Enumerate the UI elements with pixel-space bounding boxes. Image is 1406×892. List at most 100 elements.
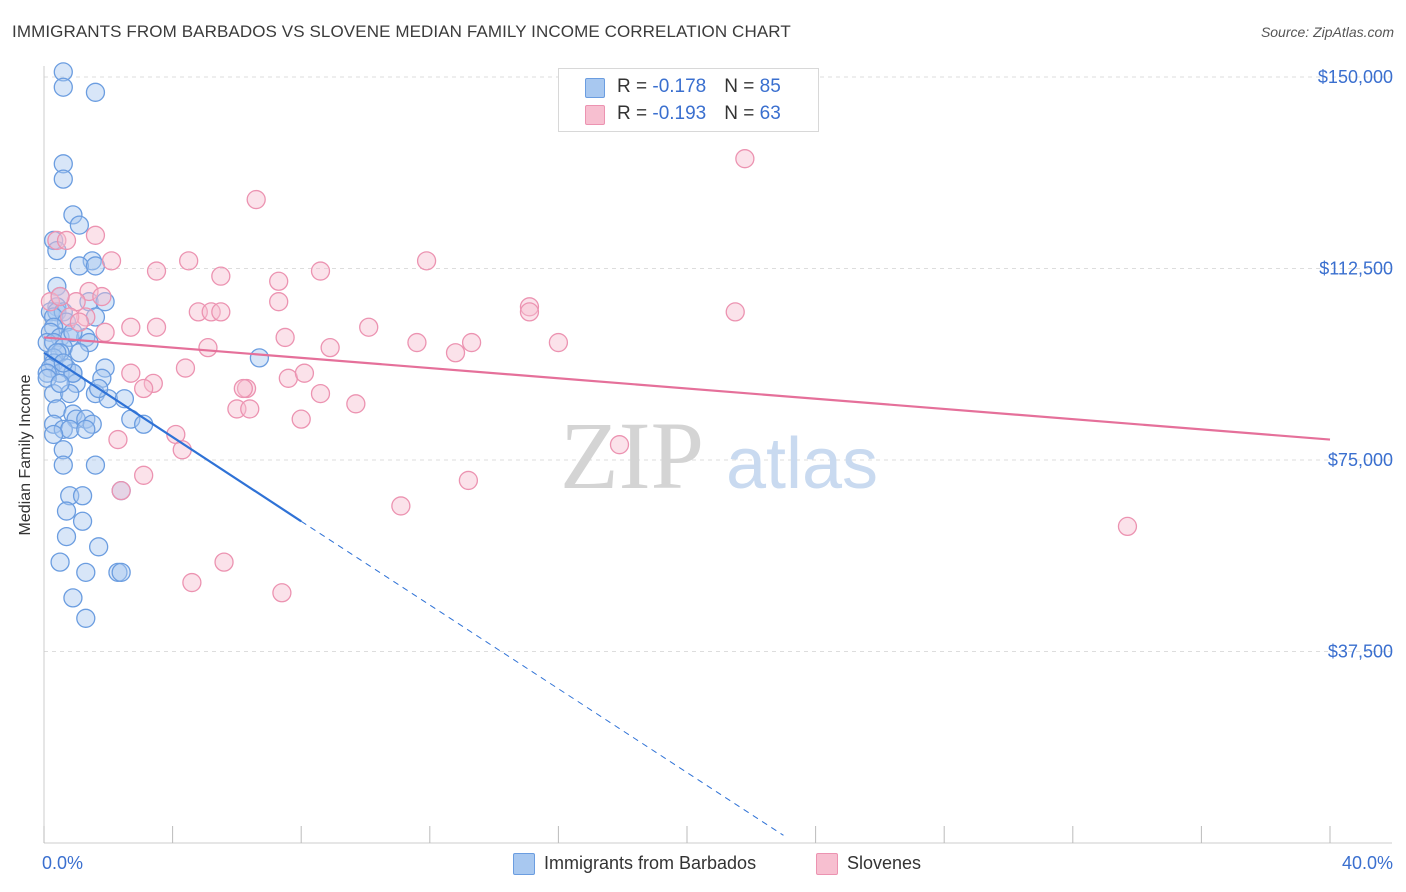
- watermark-atlas: atlas: [726, 424, 878, 504]
- n-value: 63: [759, 103, 781, 124]
- n-label: N =: [724, 103, 760, 124]
- point-slovenes: [519, 297, 540, 317]
- point-barbados: [82, 414, 102, 434]
- point-slovenes: [146, 261, 167, 281]
- point-barbados: [69, 256, 90, 276]
- point-slovenes: [134, 378, 154, 399]
- point-slovenes: [310, 383, 331, 404]
- point-slovenes: [407, 332, 427, 353]
- point-barbados: [47, 240, 67, 261]
- grid-lines: [44, 76, 1392, 652]
- point-slovenes: [211, 302, 231, 322]
- point-slovenes: [278, 368, 298, 388]
- point-slovenes: [609, 435, 630, 455]
- y-tick-label: $112,500: [1319, 259, 1393, 279]
- point-barbados: [76, 608, 96, 628]
- point-barbados: [56, 501, 77, 521]
- legend-label-barbados: Immigrants from Barbados: [544, 853, 757, 873]
- point-barbados: [72, 511, 93, 531]
- point-slovenes: [92, 286, 112, 307]
- point-barbados: [53, 169, 73, 189]
- trend-lines: [43, 336, 1331, 836]
- point-barbados: [76, 409, 96, 429]
- point-barbados: [63, 205, 83, 225]
- point-barbados: [249, 348, 270, 368]
- point-slovenes: [85, 225, 106, 245]
- point-slovenes: [146, 317, 167, 337]
- point-slovenes: [548, 332, 569, 353]
- point-slovenes: [320, 338, 340, 358]
- point-slovenes: [134, 465, 154, 485]
- point-barbados: [53, 154, 73, 174]
- swatch-slovenes: [585, 105, 605, 125]
- r-value: -0.178: [652, 76, 707, 97]
- point-slovenes: [310, 261, 331, 281]
- point-slovenes: [458, 470, 479, 491]
- trend-line-barbados: [43, 351, 302, 523]
- stats-legend: R = -0.178 N = 85 R = -0.193 N = 63: [558, 68, 819, 132]
- source-label: Source: ZipAtlas.com: [1260, 24, 1394, 40]
- point-barbados: [50, 552, 70, 572]
- point-slovenes: [211, 266, 231, 286]
- point-slovenes: [121, 317, 141, 337]
- point-slovenes: [291, 409, 311, 429]
- trend-line-barbados-extrapolated: [300, 520, 784, 836]
- tick-labels: $37,500 $75,000 $112,500 $150,000 0.0% 40.0%: [42, 67, 1393, 873]
- point-barbados: [53, 419, 73, 440]
- point-barbados: [76, 562, 96, 582]
- point-slovenes: [416, 251, 437, 271]
- point-slovenes: [725, 302, 745, 322]
- point-barbados: [98, 389, 118, 409]
- y-tick-label: $150,000: [1318, 67, 1393, 87]
- point-slovenes: [69, 312, 90, 332]
- point-slovenes: [101, 251, 122, 271]
- point-slovenes: [272, 583, 292, 603]
- trend-line-slovenes: [43, 336, 1331, 441]
- point-slovenes: [269, 292, 289, 312]
- chart-title: IMMIGRANTS FROM BARBADOS VS SLOVENE MEDI…: [12, 22, 791, 41]
- point-slovenes: [108, 429, 128, 450]
- point-slovenes: [246, 189, 266, 210]
- point-barbados: [85, 82, 106, 102]
- point-barbados: [43, 383, 64, 404]
- point-barbados: [63, 322, 83, 342]
- point-barbados: [69, 215, 90, 235]
- point-barbados: [76, 419, 96, 440]
- swatch-barbados: [585, 78, 605, 98]
- point-barbados: [72, 486, 93, 506]
- point-slovenes: [240, 399, 260, 419]
- point-slovenes: [294, 363, 315, 383]
- point-barbados: [85, 455, 106, 475]
- axes: [43, 66, 1392, 844]
- series-slovenes-points: [40, 149, 1138, 603]
- point-barbados: [111, 562, 131, 582]
- y-tick-label: $37,500: [1328, 642, 1393, 662]
- legend-swatch-barbados: [513, 853, 535, 875]
- point-barbados: [43, 424, 64, 445]
- n-value: 85: [759, 76, 781, 97]
- point-barbados: [50, 373, 70, 394]
- point-barbados: [53, 62, 73, 82]
- y-axis-label: Median Family Income: [17, 374, 34, 536]
- point-barbados: [37, 363, 57, 383]
- point-barbados: [95, 292, 115, 312]
- x-tick-label: 40.0%: [1342, 853, 1393, 873]
- point-slovenes: [175, 358, 196, 378]
- point-barbados: [69, 343, 90, 363]
- point-slovenes: [198, 338, 218, 358]
- point-barbados: [89, 537, 109, 557]
- point-barbados: [53, 440, 73, 460]
- point-barbados: [53, 455, 73, 475]
- point-slovenes: [275, 327, 295, 348]
- point-barbados: [53, 77, 73, 97]
- point-slovenes: [214, 552, 234, 572]
- point-slovenes: [1117, 516, 1138, 537]
- r-value: -0.193: [652, 103, 707, 124]
- point-slovenes: [233, 378, 253, 399]
- point-barbados: [56, 526, 77, 547]
- point-slovenes: [60, 307, 80, 327]
- watermark-zip: ZIP: [560, 402, 704, 509]
- x-tick-label: 0.0%: [42, 853, 83, 873]
- point-slovenes: [182, 572, 202, 593]
